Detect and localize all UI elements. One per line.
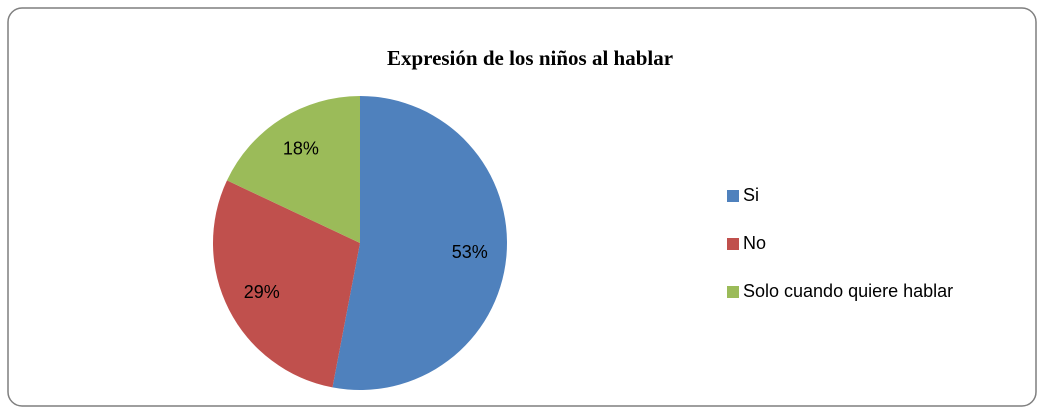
pie-slice: [226, 95, 360, 243]
data-label: 53%: [452, 242, 488, 262]
legend-label: No: [743, 233, 766, 253]
legend-label: Solo cuando quiere hablar: [743, 281, 953, 301]
pie-slice: [212, 180, 360, 388]
legend-swatch: [727, 190, 739, 202]
data-label: 18%: [283, 139, 319, 159]
pie-slice: [332, 96, 507, 390]
legend-swatch: [727, 286, 739, 298]
legend-swatch: [727, 238, 739, 250]
data-label: 29%: [244, 282, 280, 302]
chart-title: Expresión de los niños al hablar: [387, 46, 673, 70]
legend-label: Si: [743, 185, 759, 205]
